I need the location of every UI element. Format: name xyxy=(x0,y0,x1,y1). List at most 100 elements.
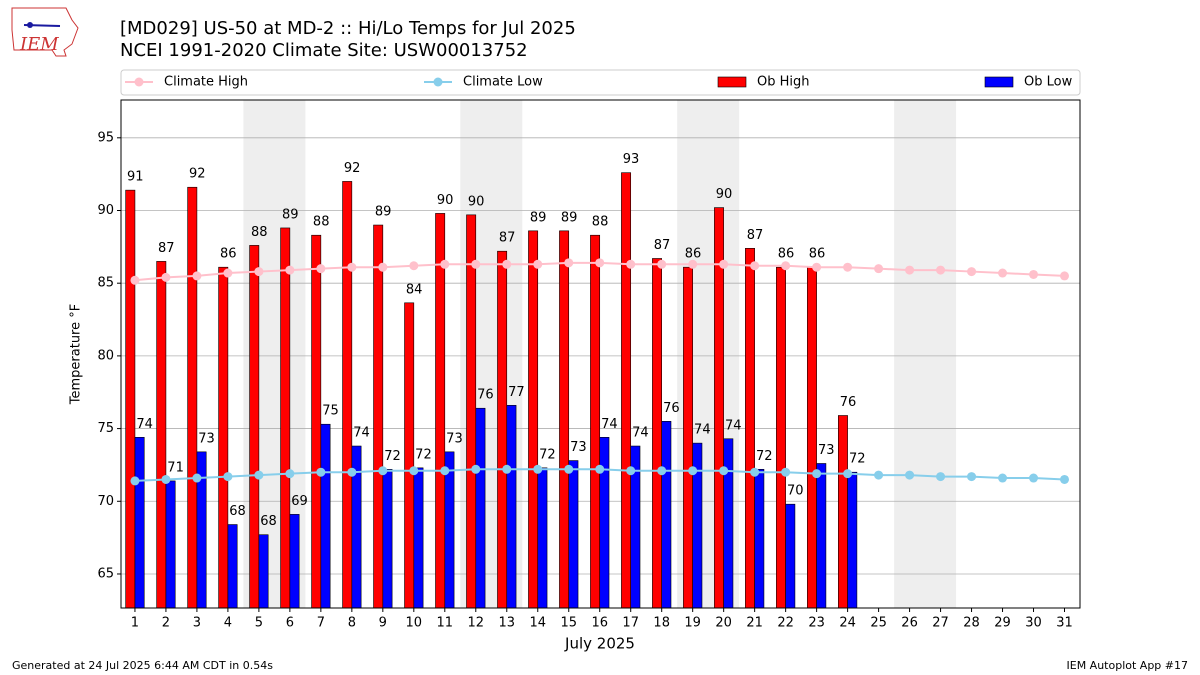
point xyxy=(657,259,667,269)
value-label: 93 xyxy=(623,152,640,167)
y-axis-label: Temperature °F xyxy=(69,304,84,405)
y-tick-label: 65 xyxy=(97,566,114,581)
point xyxy=(967,472,977,482)
point xyxy=(1060,271,1070,281)
footer-right: IEM Autoplot App #17 xyxy=(1067,659,1189,672)
point xyxy=(657,466,667,476)
point xyxy=(316,467,326,477)
point xyxy=(1029,473,1039,483)
x-tick-label: 4 xyxy=(224,616,232,631)
value-label: 89 xyxy=(530,210,547,225)
value-label: 88 xyxy=(313,215,330,230)
point xyxy=(812,262,822,272)
point xyxy=(967,267,977,277)
y-tick-label: 85 xyxy=(97,276,114,291)
y-tick-label: 80 xyxy=(97,348,114,363)
point xyxy=(874,470,884,480)
point xyxy=(905,470,915,480)
x-tick-label: 26 xyxy=(901,616,918,631)
x-tick-label: 2 xyxy=(162,616,170,631)
point xyxy=(843,469,853,479)
bar xyxy=(776,266,786,609)
point xyxy=(440,259,450,269)
bar xyxy=(590,234,601,609)
legend-box xyxy=(120,69,1081,96)
legend-swatch xyxy=(984,76,1014,88)
legend-swatch xyxy=(134,77,144,87)
logo-text: IEM xyxy=(19,34,59,55)
x-tick-label: 25 xyxy=(870,616,887,631)
value-label: 74 xyxy=(694,423,711,438)
value-label: 86 xyxy=(220,247,237,262)
point xyxy=(440,466,450,476)
value-label: 71 xyxy=(167,460,184,475)
value-label: 92 xyxy=(344,161,361,176)
bar xyxy=(134,437,145,609)
value-label: 89 xyxy=(561,210,578,225)
value-label: 87 xyxy=(499,231,516,246)
x-tick-label: 1 xyxy=(131,616,139,631)
point xyxy=(316,264,326,274)
point xyxy=(626,259,636,269)
bar xyxy=(652,258,662,609)
point xyxy=(533,464,543,474)
bar xyxy=(497,250,508,609)
point xyxy=(595,464,605,474)
point xyxy=(409,466,419,476)
bar xyxy=(156,261,167,609)
point xyxy=(223,268,233,278)
value-label: 89 xyxy=(282,207,299,222)
value-label: 90 xyxy=(716,187,733,202)
value-label: 90 xyxy=(468,194,485,209)
value-label: 86 xyxy=(809,247,826,262)
value-label: 74 xyxy=(353,426,370,441)
y-tick-label: 95 xyxy=(97,130,114,145)
point xyxy=(688,466,698,476)
value-label: 72 xyxy=(384,449,401,464)
value-label: 68 xyxy=(260,514,277,529)
value-label: 73 xyxy=(570,440,587,455)
point xyxy=(936,472,946,482)
x-tick-label: 8 xyxy=(348,616,356,631)
x-tick-label: 15 xyxy=(560,616,577,631)
point xyxy=(161,272,171,282)
value-label: 88 xyxy=(592,215,609,230)
point xyxy=(1060,474,1070,484)
point xyxy=(130,476,140,486)
bar xyxy=(528,230,539,609)
point xyxy=(192,271,202,281)
point xyxy=(378,466,388,476)
point xyxy=(254,470,264,480)
x-tick-label: 19 xyxy=(684,616,701,631)
value-label: 74 xyxy=(725,418,742,433)
bar xyxy=(342,181,353,609)
point xyxy=(905,265,915,275)
bar xyxy=(125,189,136,609)
bar xyxy=(227,524,238,609)
value-label: 68 xyxy=(229,504,246,519)
value-label: 88 xyxy=(251,225,268,240)
bar xyxy=(559,230,570,609)
bar xyxy=(599,437,610,609)
value-label: 87 xyxy=(747,228,764,243)
chart-subtitle: NCEI 1991-2020 Climate Site: USW00013752 xyxy=(120,40,528,61)
point xyxy=(688,259,698,269)
point xyxy=(998,268,1008,278)
value-label: 76 xyxy=(663,401,680,416)
x-tick-label: 7 xyxy=(317,616,325,631)
bar xyxy=(816,463,827,609)
point xyxy=(471,464,481,474)
x-tick-label: 23 xyxy=(808,616,825,631)
bar xyxy=(466,214,477,609)
bar xyxy=(745,247,755,609)
x-tick-label: 29 xyxy=(994,616,1011,631)
point xyxy=(750,261,760,271)
x-tick-label: 13 xyxy=(498,616,515,631)
value-label: 86 xyxy=(685,247,702,262)
value-label: 73 xyxy=(818,443,835,458)
value-label: 72 xyxy=(539,447,556,462)
x-tick-label: 5 xyxy=(255,616,263,631)
bar xyxy=(404,302,415,609)
bar xyxy=(165,480,176,609)
bar xyxy=(373,224,384,609)
